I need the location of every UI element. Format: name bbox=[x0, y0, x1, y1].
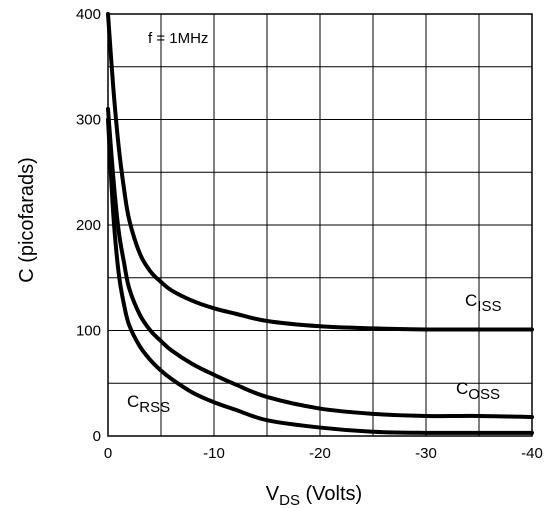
y-tick-label: 200 bbox=[76, 217, 101, 234]
frequency-annotation: f = 1MHz bbox=[148, 30, 208, 47]
tick-labels: 0 -10 -20 -30 -40 0 100 200 300 400 bbox=[76, 6, 543, 462]
x-tick-label: -20 bbox=[309, 445, 331, 462]
x-axis-title: VDS (Volts) bbox=[266, 483, 362, 508]
x-tick-label: 0 bbox=[104, 445, 112, 462]
y-axis-title: C (picofarads) bbox=[16, 157, 38, 283]
plot-frame bbox=[107, 13, 533, 437]
curves bbox=[106, 12, 534, 435]
y-tick-label: 100 bbox=[76, 323, 101, 340]
ciss-curve bbox=[106, 12, 534, 332]
x-tick-label: -40 bbox=[521, 445, 543, 462]
series-label-coss: COSS bbox=[456, 379, 500, 403]
coss-curve bbox=[106, 106, 534, 420]
grid bbox=[107, 13, 533, 437]
x-tick-label: -30 bbox=[415, 445, 437, 462]
y-tick-label: 0 bbox=[93, 428, 101, 445]
crss-curve bbox=[106, 117, 534, 435]
y-tick-label: 300 bbox=[76, 112, 101, 129]
x-tick-label: -10 bbox=[203, 445, 225, 462]
y-tick-label: 400 bbox=[76, 6, 101, 23]
series-label-crss: CRSS bbox=[127, 392, 170, 416]
series-label-ciss: CISS bbox=[465, 291, 501, 315]
